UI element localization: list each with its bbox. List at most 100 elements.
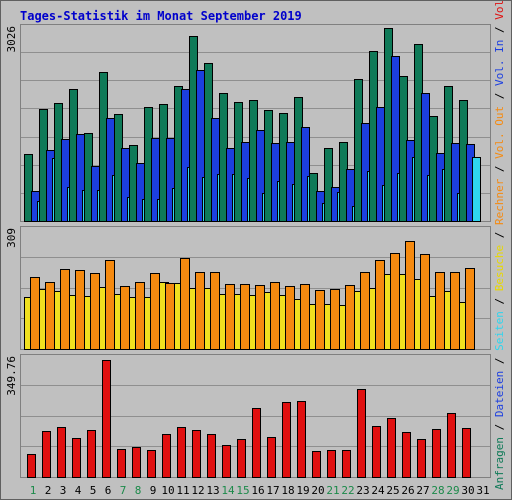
bar-volumen-day-7 xyxy=(117,449,126,478)
legend-entry: / xyxy=(493,159,506,179)
bar-rechner-day-5 xyxy=(90,273,100,350)
legend-entry: Rechner xyxy=(493,178,506,225)
bar-volumen-day-24 xyxy=(372,426,381,478)
bar-volumen-day-13 xyxy=(207,434,216,478)
day-label: 31 xyxy=(476,484,489,497)
bar-rechner-day-29 xyxy=(450,272,460,350)
bar-rechner-day-20 xyxy=(315,290,325,350)
bar-rechner-day-24 xyxy=(375,260,385,350)
bar-volumen-day-8 xyxy=(132,447,141,478)
bar-volumen-day-30 xyxy=(462,428,471,478)
bar-rechner-day-2 xyxy=(45,282,55,350)
chart-title: Tages-Statistik im Monat September 2019 xyxy=(20,9,302,23)
day-label: 25 xyxy=(386,484,399,497)
bar-rechner-day-12 xyxy=(195,272,205,350)
bar-volumen-day-17 xyxy=(267,437,276,478)
bar-rechner-day-16 xyxy=(255,285,265,350)
day-label: 30 xyxy=(461,484,474,497)
bar-rechner-day-14 xyxy=(225,284,235,350)
panel-max-label-volume: 349.76 xyxy=(5,356,18,396)
day-label: 20 xyxy=(311,484,324,497)
day-label: 6 xyxy=(105,484,112,497)
legend-entry: / xyxy=(493,351,506,371)
legend-entry: / xyxy=(493,225,506,245)
bar-rechner-day-3 xyxy=(60,269,70,350)
bar-rechner-day-22 xyxy=(345,285,355,350)
bar-volumen-day-10 xyxy=(162,434,171,478)
legend-entry: / xyxy=(493,20,506,40)
bar-rechner-day-18 xyxy=(285,286,295,350)
bar-volumen-day-27 xyxy=(417,439,426,478)
bar-rechner-day-27 xyxy=(420,254,430,350)
day-label: 4 xyxy=(75,484,82,497)
day-label: 26 xyxy=(401,484,414,497)
day-label: 3 xyxy=(60,484,67,497)
legend-entry: Vol. In xyxy=(493,40,506,86)
day-label: 23 xyxy=(356,484,369,497)
bar-volumen-day-29 xyxy=(447,413,456,478)
bar-volumen-day-11 xyxy=(177,427,186,478)
bar-volumen-day-14 xyxy=(222,445,231,478)
day-label: 27 xyxy=(416,484,429,497)
bar-rechner-day-4 xyxy=(75,270,85,350)
bar-anfragen-day-1 xyxy=(24,154,33,222)
bar-volumen-day-6 xyxy=(102,360,111,478)
bar-rechner-day-7 xyxy=(120,286,130,350)
legend-entry: / xyxy=(493,291,506,311)
legend-entry: Anfragen xyxy=(493,437,506,490)
legend-entry: / xyxy=(493,417,506,437)
bar-volumen-day-4 xyxy=(72,438,81,478)
bar-volumen-day-2 xyxy=(42,431,51,478)
bar-volumen-day-28 xyxy=(432,429,441,478)
bar-rechner-day-15 xyxy=(240,284,250,350)
bar-seiten-day-30 xyxy=(472,157,481,222)
bar-volumen-day-5 xyxy=(87,430,96,478)
bar-rechner-day-10 xyxy=(165,283,175,350)
bar-volumen-day-22 xyxy=(342,450,351,478)
bar-volumen-day-18 xyxy=(282,402,291,478)
day-label: 10 xyxy=(161,484,174,497)
day-label: 12 xyxy=(191,484,204,497)
bar-rechner-day-1 xyxy=(30,277,40,350)
panel-max-label-visits: 309 xyxy=(5,228,18,248)
bar-rechner-day-21 xyxy=(330,289,340,350)
bar-rechner-day-9 xyxy=(150,273,160,350)
legend-entry: Dateien xyxy=(493,371,506,417)
bar-rechner-day-30 xyxy=(465,268,475,350)
legend-entry: / xyxy=(493,86,506,106)
day-label: 17 xyxy=(266,484,279,497)
day-label: 11 xyxy=(176,484,189,497)
bar-rechner-day-8 xyxy=(135,282,145,350)
day-label: 29 xyxy=(446,484,459,497)
legend-entry: Volumen xyxy=(493,0,506,20)
bar-rechner-day-23 xyxy=(360,272,370,350)
day-label: 15 xyxy=(236,484,249,497)
legend-entry: Besuche xyxy=(493,245,506,291)
bar-rechner-day-19 xyxy=(300,284,310,350)
day-label: 14 xyxy=(221,484,235,497)
day-label: 21 xyxy=(326,484,339,497)
right-legend: Anfragen / Dateien / Seiten / Besuche / … xyxy=(493,0,506,490)
bar-anfragen-day-21 xyxy=(324,148,333,222)
day-label: 1 xyxy=(30,484,37,497)
day-label: 13 xyxy=(206,484,219,497)
bar-rechner-day-28 xyxy=(435,272,445,350)
bar-rechner-day-26 xyxy=(405,241,415,350)
bar-volumen-day-19 xyxy=(297,401,306,478)
day-label: 22 xyxy=(341,484,354,497)
panel-max-label-hits: 3026 xyxy=(5,26,18,53)
day-label: 24 xyxy=(371,484,385,497)
bar-volumen-day-1 xyxy=(27,454,36,478)
bar-rechner-day-6 xyxy=(105,260,115,350)
legend-entry: Vol. Out xyxy=(493,106,506,159)
bar-volumen-day-15 xyxy=(237,439,246,478)
bar-volumen-day-16 xyxy=(252,408,261,478)
bar-rechner-day-11 xyxy=(180,258,190,350)
bar-volumen-day-3 xyxy=(57,427,66,478)
bar-rechner-day-13 xyxy=(210,272,220,350)
bar-volumen-day-25 xyxy=(387,418,396,478)
legend-entry: Seiten xyxy=(493,311,506,351)
day-label: 5 xyxy=(90,484,97,497)
